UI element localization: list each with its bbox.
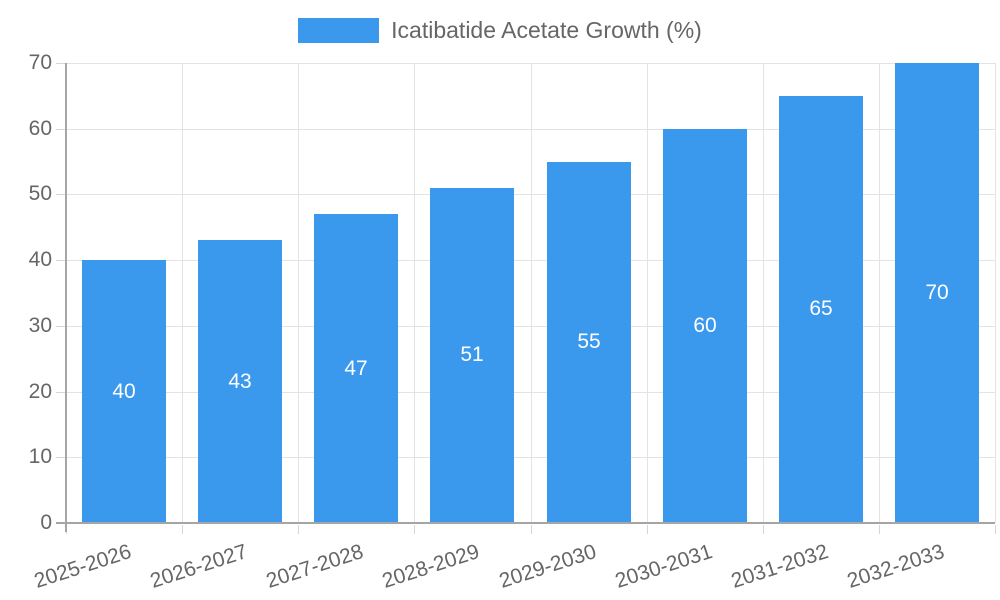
x-tick-label: 2031-2032 [728, 540, 832, 593]
y-axis-tick [56, 194, 66, 195]
x-gridline [182, 63, 183, 523]
y-axis-tick [56, 457, 66, 458]
x-axis-line [56, 522, 995, 524]
y-gridline [66, 326, 995, 327]
x-tick-label: 2025-2026 [31, 540, 135, 593]
bar-value-label: 60 [693, 314, 717, 337]
y-tick-label: 20 [28, 380, 52, 403]
y-tick-label: 70 [28, 51, 52, 74]
x-tick-label: 2032-2033 [844, 540, 948, 593]
y-gridline [66, 129, 995, 130]
x-tick-label: 2027-2028 [263, 540, 367, 593]
bar-2029-2030[interactable] [547, 162, 631, 523]
x-axis-tick [647, 525, 648, 534]
legend-item[interactable]: Icatibatide Acetate Growth (%) [0, 14, 1000, 46]
x-gridline [763, 63, 764, 523]
bar-2032-2033[interactable] [895, 63, 979, 523]
y-gridline [66, 194, 995, 195]
x-gridline [879, 63, 880, 523]
x-tick-label: 2030-2031 [612, 540, 716, 593]
bar-value-label: 43 [228, 370, 252, 393]
x-axis-tick [414, 525, 415, 534]
x-gridline [298, 63, 299, 523]
y-tick-label: 50 [28, 182, 52, 205]
y-axis-tick [56, 326, 66, 327]
bar-2026-2027[interactable] [198, 240, 282, 523]
y-axis-tick [56, 129, 66, 130]
x-tick-label: 2028-2029 [379, 540, 483, 593]
x-axis-tick [879, 525, 880, 534]
x-axis-tick [995, 525, 996, 534]
bar-value-label: 47 [344, 357, 368, 380]
y-tick-label: 30 [28, 314, 52, 337]
x-gridline [995, 63, 996, 523]
y-gridline [66, 392, 995, 393]
legend-label: Icatibatide Acetate Growth (%) [391, 17, 702, 43]
x-axis-tick [298, 525, 299, 534]
x-axis-tick [182, 525, 183, 534]
bar-value-label: 70 [925, 281, 949, 304]
y-axis-tick [56, 392, 66, 393]
y-tick-label: 40 [28, 248, 52, 271]
y-axis-tick [56, 63, 66, 64]
x-gridline [647, 63, 648, 523]
bar-2030-2031[interactable] [663, 129, 747, 523]
y-gridline [66, 260, 995, 261]
y-tick-label: 60 [28, 117, 52, 140]
bar-value-label: 40 [112, 380, 136, 403]
x-tick-label: 2026-2027 [147, 540, 251, 593]
bar-value-label: 55 [577, 330, 601, 353]
y-tick-label: 10 [28, 445, 52, 468]
y-axis-line [65, 63, 67, 532]
y-axis-tick [56, 260, 66, 261]
bar-value-label: 65 [809, 297, 833, 320]
bar-2031-2032[interactable] [779, 96, 863, 523]
y-tick-label: 0 [40, 511, 52, 534]
x-tick-label: 2029-2030 [496, 540, 600, 593]
x-gridline [414, 63, 415, 523]
bar-value-label: 51 [460, 343, 484, 366]
x-gridline [531, 63, 532, 523]
legend-swatch [298, 17, 380, 43]
bar-2028-2029[interactable] [430, 188, 514, 523]
y-gridline [66, 63, 995, 64]
bar-2027-2028[interactable] [314, 214, 398, 523]
x-axis-tick [531, 525, 532, 534]
bar-2025-2026[interactable] [82, 260, 166, 523]
x-axis-tick [763, 525, 764, 534]
y-gridline [66, 457, 995, 458]
